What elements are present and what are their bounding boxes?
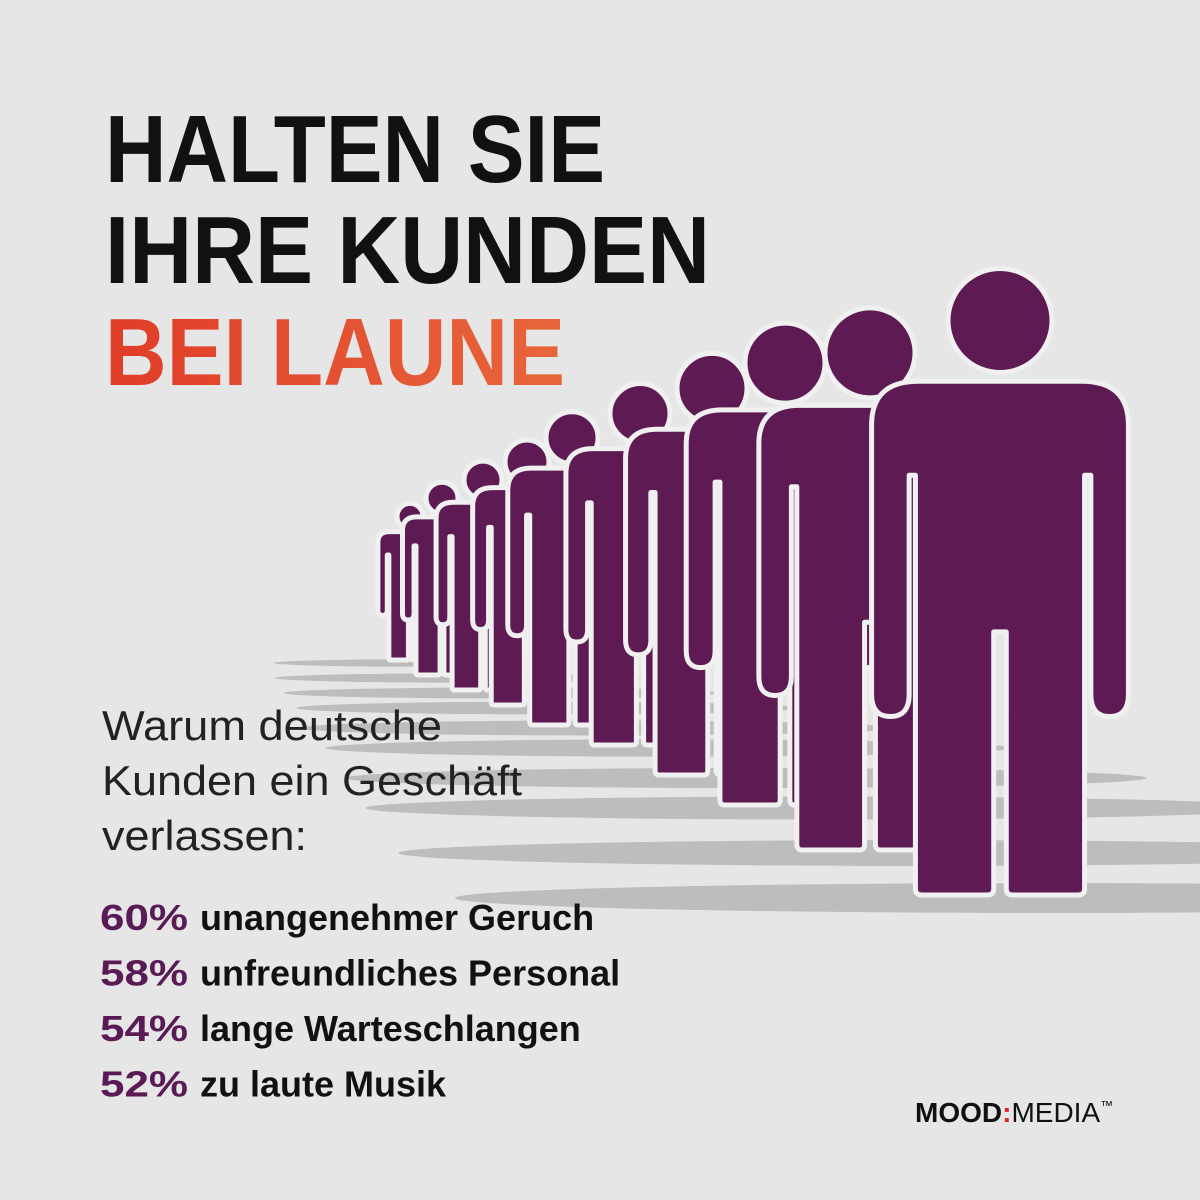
intro-line: Kunden ein Geschäft <box>102 757 522 804</box>
reason-percent: 60% <box>100 897 188 938</box>
reason-percent: 58% <box>100 953 188 994</box>
reason-percent: 54% <box>100 1008 188 1049</box>
logo-mark: ™ <box>1100 1098 1113 1113</box>
logo-separator: : <box>1002 1097 1011 1128</box>
figure-head <box>745 323 825 403</box>
reason-list: 60% unangenehmer Geruch 58% unfreundliches … <box>100 897 620 1105</box>
reason-percent: 52% <box>100 1064 188 1105</box>
intro-line: verlassen: <box>102 812 307 859</box>
logo-text: MOOD:MEDIA™ <box>915 1097 1113 1128</box>
logo-left: MOOD <box>915 1097 1002 1128</box>
reason-text: zu laute Musik <box>200 1064 447 1105</box>
title-highlight: BEI LAUNE <box>105 299 565 406</box>
intro-line: Warum deutsche <box>102 702 442 749</box>
figure-head <box>825 308 915 398</box>
title-line: IHRE KUNDEN <box>105 197 710 304</box>
figure-body <box>872 381 1129 895</box>
figure-head <box>948 268 1052 372</box>
figure <box>872 268 1129 895</box>
logo-right: MEDIA <box>1011 1097 1100 1128</box>
logo: MOOD:MEDIA™ <box>915 1097 1113 1128</box>
title-line: HALTEN SIE <box>105 96 605 203</box>
reason-text: unangenehmer Geruch <box>200 897 594 938</box>
reason-text: lange Warteschlangen <box>200 1008 581 1049</box>
queue-illustration <box>273 268 1200 913</box>
figure-shadow <box>398 840 1200 866</box>
reason-text: unfreundliches Personal <box>200 953 620 994</box>
